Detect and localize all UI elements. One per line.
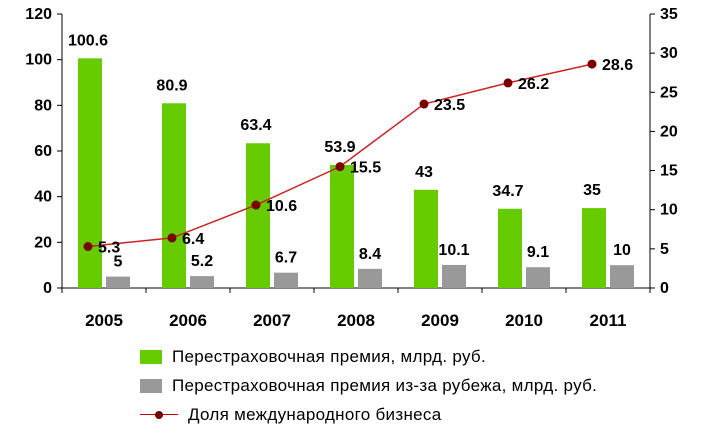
- legend-swatch-foreign-premium: [140, 378, 162, 393]
- data-label-share: 5.3: [98, 240, 120, 257]
- bar-foreign-premium: [610, 265, 634, 288]
- data-label-foreign-premium: 8.4: [359, 246, 381, 263]
- bar-foreign-premium: [526, 267, 550, 288]
- y-right-tick-label: 10: [660, 202, 678, 219]
- x-tick-label: 2006: [169, 311, 207, 330]
- bar-premium: [498, 208, 522, 288]
- bar-premium: [162, 103, 186, 288]
- data-label-premium: 43: [415, 164, 433, 181]
- y-left-tick-label: 40: [34, 189, 52, 206]
- y-right-tick-label: 35: [660, 6, 678, 23]
- y-right-tick-label: 25: [660, 84, 678, 101]
- data-label-premium: 80.9: [156, 77, 187, 94]
- y-right-tick-label: 30: [660, 45, 678, 62]
- bar-premium: [414, 189, 438, 288]
- legend-label-share: Доля международного бизнеса: [188, 404, 442, 424]
- data-label-foreign-premium: 10: [613, 242, 631, 259]
- x-tick-label: 2010: [505, 311, 543, 330]
- legend-swatch-premium: [140, 349, 162, 364]
- y-right-tick-label: 0: [660, 280, 669, 297]
- data-label-foreign-premium: 6.7: [275, 250, 297, 267]
- data-label-share: 10.6: [266, 198, 297, 215]
- data-label-share: 6.4: [182, 231, 204, 248]
- data-label-premium: 53.9: [324, 139, 355, 156]
- data-label-share: 23.5: [434, 97, 465, 114]
- bar-foreign-premium: [274, 272, 298, 288]
- legend-item-foreign-premium: Перестраховочная премия из-за рубежа, мл…: [140, 371, 597, 400]
- y-right-tick-label: 20: [660, 123, 678, 140]
- share-point: [167, 233, 177, 243]
- bar-premium: [330, 164, 354, 288]
- y-right-tick-label: 5: [660, 241, 669, 258]
- bar-foreign-premium: [190, 276, 214, 288]
- axes: 0 20 40 60 80 100 120 0 5 10 15 20 25 30 35 2005 2006 200…: [25, 6, 678, 330]
- share-point: [335, 162, 345, 172]
- x-tick-label: 2005: [85, 311, 123, 330]
- data-label-foreign-premium: 5.2: [191, 253, 213, 270]
- y-left-tick-label: 20: [34, 234, 52, 251]
- share-point: [419, 99, 429, 109]
- data-label-share: 15.5: [350, 160, 381, 177]
- legend-line-marker: [140, 408, 178, 422]
- data-label-premium: 35: [583, 182, 601, 199]
- x-tick-label: 2007: [253, 311, 291, 330]
- x-tick-label: 2009: [421, 311, 459, 330]
- y-left-tick-label: 80: [34, 97, 52, 114]
- share-point: [587, 59, 597, 69]
- y-left-tick-label: 0: [43, 280, 52, 297]
- y-left-tick-label: 120: [25, 6, 52, 23]
- legend: Перестраховочная премия, млрд. руб. Пере…: [140, 342, 597, 429]
- data-label-premium: 100.6: [68, 32, 108, 49]
- x-tick-label: 2008: [337, 311, 375, 330]
- legend-label-foreign-premium: Перестраховочная премия из-за рубежа, мл…: [172, 375, 598, 395]
- y-right-tick-label: 15: [660, 163, 678, 180]
- bar-foreign-premium: [442, 264, 466, 288]
- y-left-tick-label: 60: [34, 143, 52, 160]
- x-tick-label: 2011: [590, 311, 627, 330]
- share-point: [251, 200, 261, 210]
- legend-item-share: Доля международного бизнеса: [140, 400, 597, 429]
- data-label-foreign-premium: 10.1: [438, 242, 469, 259]
- bar-premium: [246, 143, 270, 288]
- bar-premium: [582, 208, 606, 288]
- legend-label-premium: Перестраховочная премия, млрд. руб.: [172, 346, 486, 366]
- share-point: [503, 78, 513, 88]
- y-left-tick-label: 100: [25, 52, 52, 69]
- share-point: [83, 242, 93, 252]
- bar-foreign-premium: [358, 268, 382, 288]
- data-label-share: 28.6: [602, 57, 633, 74]
- data-label-premium: 63.4: [240, 117, 271, 134]
- legend-item-premium: Перестраховочная премия, млрд. руб.: [140, 342, 597, 371]
- data-label-foreign-premium: 5: [114, 254, 123, 271]
- data-label-foreign-premium: 9.1: [527, 244, 549, 261]
- combo-chart: 0 20 40 60 80 100 120 0 5 10 15 20 25 30 35 2005 2006 200…: [25, 6, 678, 330]
- share-line-series: [83, 59, 597, 252]
- data-label-premium: 34.7: [492, 183, 523, 200]
- bar-foreign-premium: [106, 276, 130, 288]
- data-labels: 100.6 80.9 63.4 53.9 43 34.7 35 5 5.2 6.7 8.4 10.1 9…: [68, 32, 633, 270]
- data-label-share: 26.2: [518, 76, 549, 93]
